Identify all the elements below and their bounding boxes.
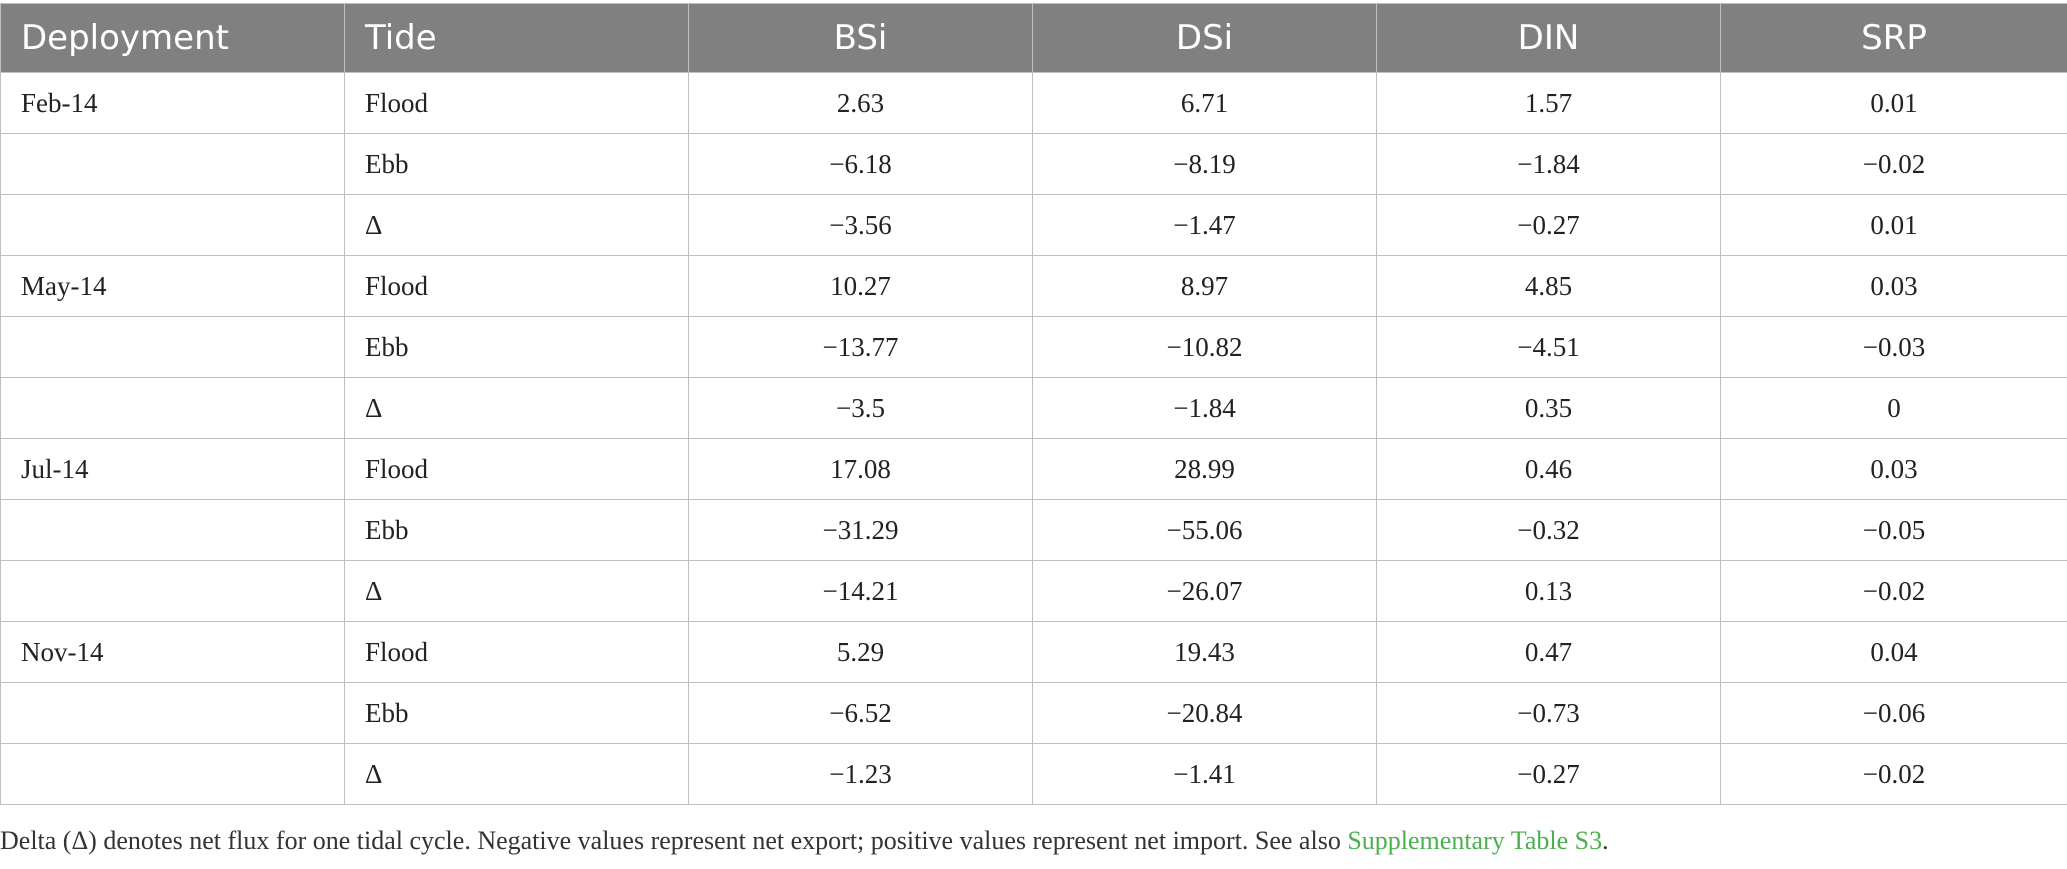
cell-deployment: [0, 316, 345, 378]
cell-srp: 0.01: [1720, 72, 2067, 134]
cell-din: −0.73: [1376, 682, 1721, 744]
cell-tide: Flood: [344, 72, 689, 134]
cell-bsi: −3.5: [688, 377, 1033, 439]
table-body: Feb-14 Flood 2.63 6.71 1.57 0.01 Ebb −6.18 −8.19…: [0, 72, 2067, 805]
cell-deployment: May-14: [0, 255, 345, 317]
cell-srp: 0.04: [1720, 621, 2067, 683]
cell-deployment: [0, 499, 345, 561]
cell-srp: 0: [1720, 377, 2067, 439]
cell-deployment: Feb-14: [0, 72, 345, 134]
cell-din: 0.47: [1376, 621, 1721, 683]
cell-bsi: −14.21: [688, 560, 1033, 622]
cell-tide: Flood: [344, 621, 689, 683]
cell-bsi: −1.23: [688, 743, 1033, 805]
flux-table: Deployment Tide BSi DSi DIN SRP Feb-14 Fl…: [0, 3, 2067, 805]
table-row: Δ −1.23 −1.41 −0.27 −0.02: [0, 743, 2067, 805]
cell-srp: −0.02: [1720, 133, 2067, 195]
cell-srp: 0.03: [1720, 255, 2067, 317]
table-row: Δ −3.5 −1.84 0.35 0: [0, 377, 2067, 439]
header-bsi: BSi: [688, 3, 1033, 73]
cell-dsi: −1.84: [1032, 377, 1377, 439]
cell-deployment: Nov-14: [0, 621, 345, 683]
cell-deployment: [0, 133, 345, 195]
header-srp: SRP: [1720, 3, 2067, 73]
cell-din: −0.27: [1376, 743, 1721, 805]
cell-tide: Ebb: [344, 316, 689, 378]
cell-srp: 0.01: [1720, 194, 2067, 256]
cell-tide: Flood: [344, 255, 689, 317]
cell-din: −4.51: [1376, 316, 1721, 378]
cell-dsi: −55.06: [1032, 499, 1377, 561]
cell-bsi: 10.27: [688, 255, 1033, 317]
header-row: Deployment Tide BSi DSi DIN SRP: [0, 3, 2067, 73]
cell-deployment: [0, 682, 345, 744]
cell-tide: Δ: [344, 560, 689, 622]
table-row: Δ −3.56 −1.47 −0.27 0.01: [0, 194, 2067, 256]
cell-srp: −0.02: [1720, 560, 2067, 622]
cell-tide: Δ: [344, 743, 689, 805]
table-row: Δ −14.21 −26.07 0.13 −0.02: [0, 560, 2067, 622]
cell-dsi: −1.47: [1032, 194, 1377, 256]
cell-dsi: −1.41: [1032, 743, 1377, 805]
table-header: Deployment Tide BSi DSi DIN SRP: [0, 3, 2067, 73]
cell-din: 0.46: [1376, 438, 1721, 500]
cell-srp: −0.06: [1720, 682, 2067, 744]
cell-bsi: −3.56: [688, 194, 1033, 256]
cell-din: 4.85: [1376, 255, 1721, 317]
table-row: Nov-14 Flood 5.29 19.43 0.47 0.04: [0, 621, 2067, 683]
table-row: Jul-14 Flood 17.08 28.99 0.46 0.03: [0, 438, 2067, 500]
cell-srp: −0.05: [1720, 499, 2067, 561]
cell-tide: Ebb: [344, 499, 689, 561]
cell-dsi: −8.19: [1032, 133, 1377, 195]
cell-dsi: 8.97: [1032, 255, 1377, 317]
cell-srp: −0.02: [1720, 743, 2067, 805]
cell-dsi: 28.99: [1032, 438, 1377, 500]
cell-din: 0.35: [1376, 377, 1721, 439]
footnote-text: Delta (Δ) denotes net flux for one tidal…: [0, 826, 1348, 855]
footnote-tail: .: [1602, 826, 1609, 855]
cell-tide: Flood: [344, 438, 689, 500]
data-table-container: Deployment Tide BSi DSi DIN SRP Feb-14 Fl…: [0, 3, 2067, 805]
cell-deployment: [0, 377, 345, 439]
cell-bsi: 2.63: [688, 72, 1033, 134]
table-footnote: Delta (Δ) denotes net flux for one tidal…: [0, 826, 2067, 856]
cell-din: −0.32: [1376, 499, 1721, 561]
cell-dsi: 19.43: [1032, 621, 1377, 683]
cell-bsi: −6.52: [688, 682, 1033, 744]
header-dsi: DSi: [1032, 3, 1377, 73]
cell-din: −0.27: [1376, 194, 1721, 256]
header-deployment: Deployment: [0, 3, 345, 73]
cell-deployment: [0, 743, 345, 805]
cell-dsi: −26.07: [1032, 560, 1377, 622]
cell-dsi: −10.82: [1032, 316, 1377, 378]
cell-bsi: −13.77: [688, 316, 1033, 378]
header-din: DIN: [1376, 3, 1721, 73]
cell-tide: Δ: [344, 377, 689, 439]
table-row: Ebb −13.77 −10.82 −4.51 −0.03: [0, 316, 2067, 378]
header-tide: Tide: [344, 3, 689, 73]
cell-deployment: Jul-14: [0, 438, 345, 500]
cell-tide: Ebb: [344, 133, 689, 195]
cell-srp: 0.03: [1720, 438, 2067, 500]
table-row: May-14 Flood 10.27 8.97 4.85 0.03: [0, 255, 2067, 317]
cell-bsi: 5.29: [688, 621, 1033, 683]
cell-deployment: [0, 194, 345, 256]
cell-din: −1.84: [1376, 133, 1721, 195]
cell-dsi: 6.71: [1032, 72, 1377, 134]
table-row: Feb-14 Flood 2.63 6.71 1.57 0.01: [0, 72, 2067, 134]
table-row: Ebb −31.29 −55.06 −0.32 −0.05: [0, 499, 2067, 561]
cell-bsi: −31.29: [688, 499, 1033, 561]
cell-tide: Ebb: [344, 682, 689, 744]
supplementary-table-link[interactable]: Supplementary Table S3: [1347, 826, 1603, 855]
cell-din: 0.13: [1376, 560, 1721, 622]
cell-bsi: 17.08: [688, 438, 1033, 500]
cell-bsi: −6.18: [688, 133, 1033, 195]
table-row: Ebb −6.18 −8.19 −1.84 −0.02: [0, 133, 2067, 195]
cell-srp: −0.03: [1720, 316, 2067, 378]
table-row: Ebb −6.52 −20.84 −0.73 −0.06: [0, 682, 2067, 744]
cell-dsi: −20.84: [1032, 682, 1377, 744]
cell-tide: Δ: [344, 194, 689, 256]
cell-deployment: [0, 560, 345, 622]
cell-din: 1.57: [1376, 72, 1721, 134]
